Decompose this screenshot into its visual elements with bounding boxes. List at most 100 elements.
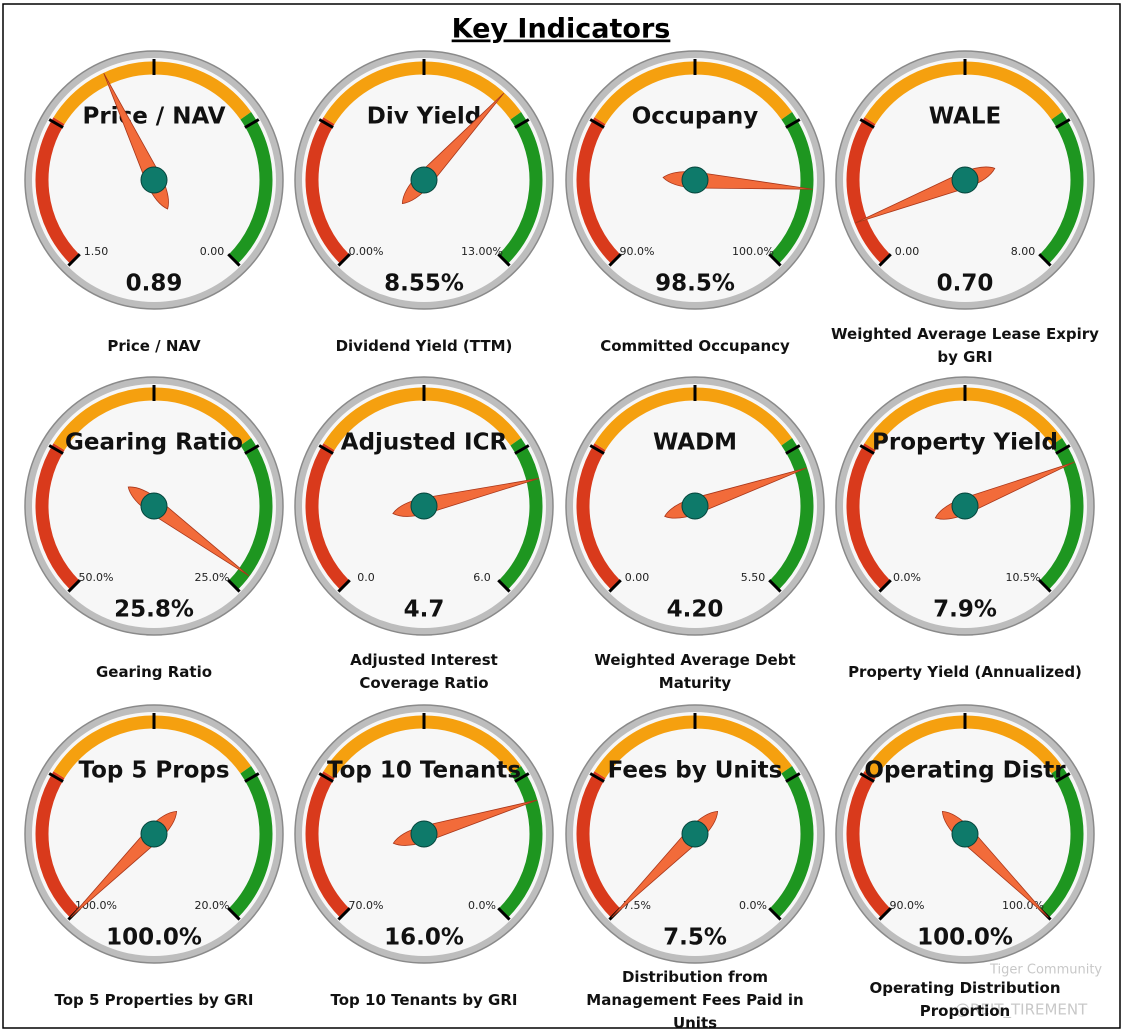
- range-label: 8.00: [1011, 245, 1036, 258]
- color-band: [305, 771, 350, 918]
- color-band: [594, 715, 793, 779]
- gauge-title: WADM: [653, 430, 737, 456]
- dial-tick: [1055, 772, 1071, 783]
- range-tick: [878, 579, 892, 593]
- gauge-value: 7.5%: [663, 925, 727, 951]
- color-band: [576, 443, 621, 590]
- dial-tick: [785, 444, 801, 455]
- color-band: [1039, 112, 1084, 264]
- needle-hub: [410, 820, 438, 848]
- range-tick: [497, 253, 511, 267]
- range-label: 0.0%: [468, 899, 496, 912]
- dashboard-title: Key Indicators: [452, 14, 671, 45]
- gauge-title: Top 10 Tenants: [327, 758, 521, 784]
- range-tick: [67, 579, 81, 593]
- color-band: [323, 61, 522, 125]
- range-label: 13.00%: [461, 245, 503, 258]
- gauge-caption: Adjusted Interest Coverage Ratio: [350, 651, 498, 692]
- range-label: 25.0%: [195, 571, 230, 584]
- needle-hub: [681, 166, 709, 194]
- gauge-caption: Committed Occupancy: [600, 336, 790, 355]
- color-band: [228, 438, 273, 590]
- color-band: [228, 112, 273, 264]
- color-band: [53, 715, 252, 779]
- range-tick: [878, 253, 892, 267]
- color-band: [769, 766, 814, 918]
- color-band: [594, 387, 793, 451]
- color-band: [576, 771, 621, 918]
- range-tick: [768, 579, 782, 593]
- dial-tick: [785, 118, 801, 129]
- gauge-value: 98.5%: [655, 271, 735, 297]
- needle-hub: [951, 492, 979, 520]
- needle-hub: [410, 166, 438, 194]
- range-label: 20.0%: [195, 899, 230, 912]
- color-band: [35, 771, 80, 918]
- needle-hub: [681, 492, 709, 520]
- dial-tick: [1055, 444, 1071, 455]
- range-tick: [608, 579, 622, 593]
- range-label: 90.0%: [620, 245, 655, 258]
- gauge-value: 8.55%: [384, 271, 464, 297]
- dial-tick: [859, 444, 875, 455]
- color-band: [1039, 766, 1084, 918]
- gauge-title: Div Yield: [367, 104, 481, 130]
- range-label: 70.0%: [349, 899, 384, 912]
- needle-hub: [140, 166, 168, 194]
- color-band: [35, 443, 80, 590]
- range-tick: [497, 907, 511, 921]
- needle-hub: [951, 166, 979, 194]
- range-label: 0.00: [200, 245, 225, 258]
- dial-tick: [244, 772, 260, 783]
- color-band: [864, 387, 1063, 451]
- dial-tick: [589, 444, 605, 455]
- range-tick: [1038, 579, 1052, 593]
- range-label: 6.0: [473, 571, 491, 584]
- gauge-caption: Top 5 Properties by GRI: [54, 990, 254, 1009]
- needle-hub: [410, 492, 438, 520]
- range-tick: [227, 907, 241, 921]
- needle-hub: [681, 820, 709, 848]
- color-band: [323, 387, 522, 451]
- color-band: [35, 117, 80, 264]
- gauge-caption: Price / NAV: [107, 336, 201, 355]
- range-label: 0.00%: [349, 245, 384, 258]
- range-label: 10.5%: [1006, 571, 1041, 584]
- gauge-value: 0.70: [937, 271, 994, 297]
- dial-tick: [514, 772, 530, 783]
- color-band: [576, 117, 621, 264]
- range-label: 7.5%: [623, 899, 651, 912]
- range-tick: [768, 907, 782, 921]
- color-band: [53, 387, 252, 451]
- gauge-title: Price / NAV: [82, 104, 225, 130]
- range-tick: [337, 907, 351, 921]
- gauge-caption: Top 10 Tenants by GRI: [330, 990, 518, 1009]
- color-band: [53, 61, 252, 125]
- range-label: 0.0%: [893, 571, 921, 584]
- dial-tick: [589, 118, 605, 129]
- range-label: 50.0%: [79, 571, 114, 584]
- color-band: [498, 766, 543, 918]
- dial-tick: [244, 444, 260, 455]
- dial-tick: [1055, 118, 1071, 129]
- dial-tick: [318, 444, 334, 455]
- color-band: [769, 112, 814, 264]
- gauge-caption: Property Yield (Annualized): [848, 662, 1082, 681]
- range-tick: [768, 253, 782, 267]
- gauge-value: 7.9%: [933, 597, 997, 623]
- dial-tick: [514, 444, 530, 455]
- needle-hub: [140, 492, 168, 520]
- color-band: [305, 443, 350, 590]
- color-band: [305, 117, 350, 264]
- color-band: [498, 438, 543, 590]
- dial-tick: [48, 444, 64, 455]
- dial-tick: [244, 118, 260, 129]
- range-tick: [1038, 253, 1052, 267]
- dial-tick: [318, 118, 334, 129]
- gauge-value: 16.0%: [384, 925, 464, 951]
- gauge-caption: Weighted Average Lease Expiry by GRI: [831, 325, 1099, 366]
- gauge-caption: Weighted Average Debt Maturity: [594, 651, 796, 692]
- color-band: [228, 766, 273, 918]
- color-band: [846, 771, 891, 918]
- watermark: @REIT_TIREMENT: [955, 1001, 1088, 1020]
